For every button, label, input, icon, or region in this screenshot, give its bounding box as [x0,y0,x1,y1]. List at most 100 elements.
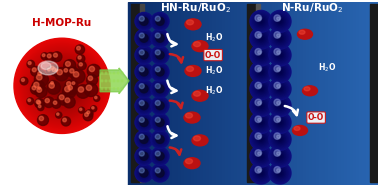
Circle shape [141,86,147,92]
Circle shape [277,120,282,125]
Ellipse shape [184,112,200,123]
Circle shape [138,83,150,94]
Circle shape [259,171,263,175]
Circle shape [57,93,70,105]
Circle shape [155,50,160,55]
Circle shape [139,169,149,177]
Bar [331,1,335,185]
Circle shape [259,20,263,23]
Circle shape [273,31,287,46]
Bar [300,1,304,185]
Bar [287,1,291,185]
Circle shape [139,135,149,144]
Circle shape [153,65,167,79]
Circle shape [279,20,281,22]
Circle shape [135,12,153,30]
Circle shape [139,117,144,122]
Circle shape [156,152,164,160]
Circle shape [269,128,291,150]
Circle shape [151,46,169,64]
Circle shape [274,116,280,122]
Circle shape [50,65,58,73]
Circle shape [258,135,261,138]
Circle shape [270,163,290,183]
Circle shape [152,80,169,97]
Circle shape [155,67,165,77]
Circle shape [277,68,280,71]
Circle shape [250,10,272,32]
Circle shape [77,46,81,50]
Circle shape [157,35,163,41]
Circle shape [137,115,151,130]
FancyArrow shape [100,72,126,90]
Circle shape [54,78,70,94]
Circle shape [159,54,161,56]
Circle shape [256,67,266,76]
Circle shape [259,87,263,90]
Circle shape [277,135,280,138]
Circle shape [276,51,285,60]
Circle shape [271,63,289,81]
Circle shape [139,50,144,55]
Bar [247,1,251,185]
Circle shape [143,20,145,22]
Circle shape [139,101,149,110]
Circle shape [271,164,289,182]
Circle shape [260,71,262,73]
Text: H$_2$O: H$_2$O [205,65,223,77]
Circle shape [137,132,151,147]
Circle shape [155,101,165,111]
Circle shape [273,166,287,180]
Circle shape [157,120,163,125]
Circle shape [254,150,268,163]
Circle shape [255,66,267,78]
Circle shape [250,78,272,100]
Circle shape [272,64,288,80]
Circle shape [158,20,161,23]
Circle shape [154,116,166,129]
Bar [278,1,282,185]
Circle shape [275,50,285,60]
Circle shape [47,81,60,94]
Circle shape [137,166,151,180]
Circle shape [140,51,148,59]
Circle shape [79,107,85,113]
FancyArrowPatch shape [285,106,298,115]
Ellipse shape [185,19,201,30]
Circle shape [138,100,150,111]
Circle shape [158,70,161,73]
Ellipse shape [194,136,200,141]
Circle shape [59,95,64,100]
Circle shape [153,65,167,79]
Circle shape [258,52,264,58]
Circle shape [140,68,148,76]
Circle shape [155,151,166,162]
Circle shape [143,37,145,39]
Circle shape [250,145,272,167]
Bar [234,1,239,185]
Circle shape [153,14,167,28]
Circle shape [137,15,151,28]
Circle shape [143,138,146,141]
Bar [262,1,266,185]
Circle shape [274,167,286,179]
Circle shape [273,115,287,130]
Circle shape [156,34,164,42]
Circle shape [259,36,263,40]
Circle shape [271,114,289,131]
Circle shape [258,51,261,54]
Circle shape [253,115,269,131]
Circle shape [270,62,290,82]
Circle shape [140,85,148,93]
Circle shape [121,80,123,82]
Circle shape [151,29,169,47]
Circle shape [156,152,164,160]
Circle shape [155,33,165,43]
Bar [291,1,294,185]
Circle shape [121,72,123,74]
Circle shape [273,81,287,96]
Circle shape [155,16,160,21]
Circle shape [154,66,166,78]
Circle shape [159,37,161,39]
Circle shape [153,99,167,112]
